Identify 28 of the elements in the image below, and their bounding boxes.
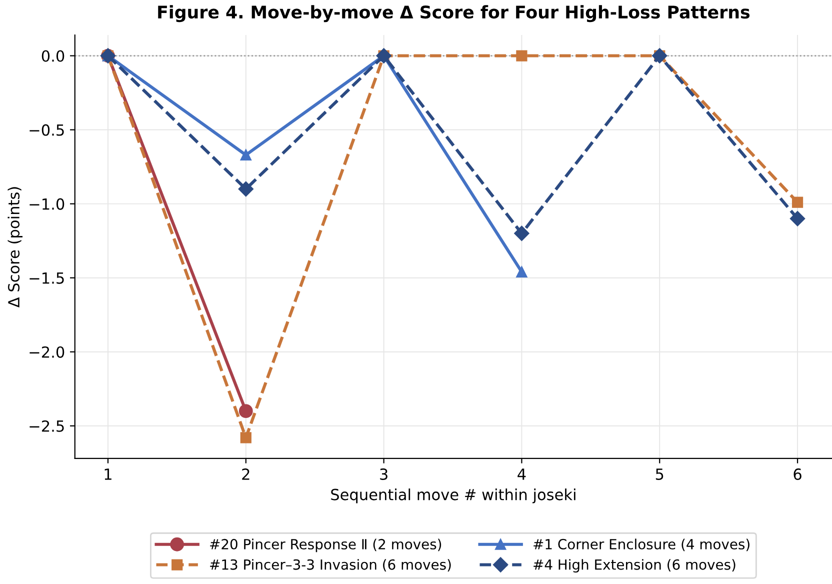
x-tick-label: 6 <box>794 468 802 480</box>
y-tick-label: −2.0 <box>30 346 64 358</box>
point <box>240 149 252 161</box>
y-tick-label: −1.0 <box>30 198 64 210</box>
x-axis-title: Sequential move # within joseki <box>331 488 576 504</box>
x-tick-label: 3 <box>380 468 388 480</box>
y-tick-label: −1.5 <box>30 272 64 284</box>
chart-title: Figure 4. Move-by-move Δ Score for Four High-Loss Patterns <box>158 5 750 22</box>
point <box>790 211 806 226</box>
legend-label: #20 Pincer Response Ⅱ (2 moves) <box>210 538 442 552</box>
legend-label: #4 High Extension (6 moves) <box>534 559 736 573</box>
point <box>514 226 530 241</box>
point <box>240 432 252 444</box>
x-tick-label: 5 <box>656 468 664 480</box>
legend-label: #1 Corner Enclosure (4 moves) <box>534 538 750 552</box>
x-tick-label: 4 <box>518 468 526 480</box>
x-tick-label: 1 <box>104 468 112 480</box>
point <box>516 266 528 278</box>
point <box>516 50 528 62</box>
x-tick-label: 2 <box>242 468 250 480</box>
legend-label: #13 Pincer–3-3 Invasion (6 moves) <box>210 559 451 572</box>
point <box>792 196 804 208</box>
y-tick-label: −2.5 <box>30 420 64 432</box>
y-tick-label: 0.0 <box>42 50 64 62</box>
point <box>238 181 254 197</box>
y-tick-label: −0.5 <box>30 124 64 136</box>
y-axis-title: Δ Score (points) <box>8 187 23 308</box>
point <box>238 404 253 418</box>
